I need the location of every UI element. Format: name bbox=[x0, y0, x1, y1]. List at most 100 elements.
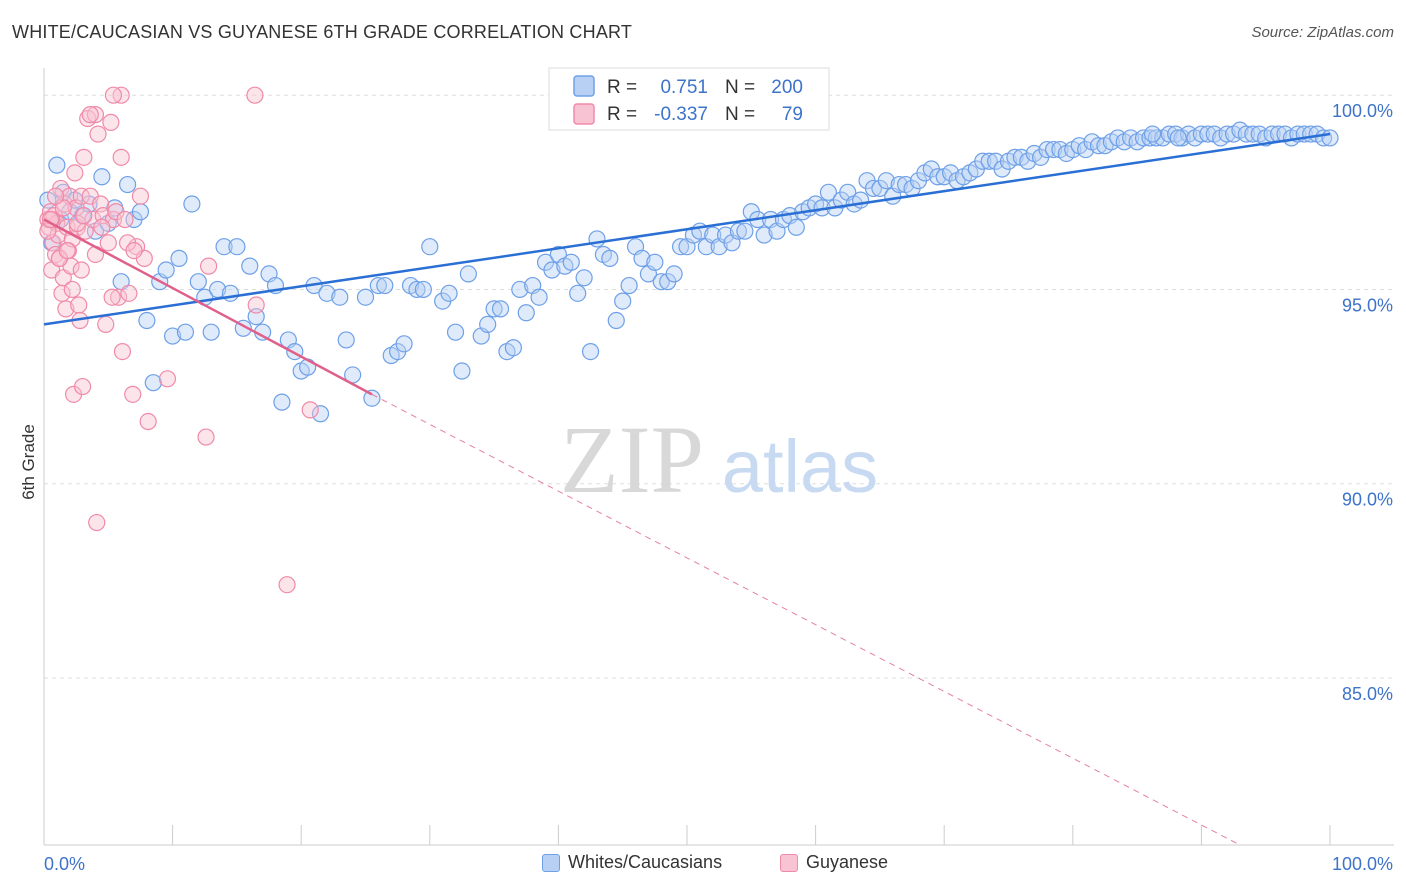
guyanese-point bbox=[125, 241, 143, 260]
whites-point bbox=[118, 175, 137, 194]
guyanese-point bbox=[112, 148, 130, 166]
guyanese-point bbox=[113, 343, 132, 361]
whites-point bbox=[1160, 125, 1178, 143]
guyanese-point bbox=[75, 207, 93, 225]
whites-point bbox=[652, 273, 670, 291]
whites-point bbox=[421, 238, 439, 256]
whites-point bbox=[363, 389, 381, 407]
whites-point bbox=[138, 311, 156, 330]
legend-box: R = 0.751 N = 200 R = -0.337 N = 79 bbox=[548, 67, 830, 131]
bottom-legend: Whites/Caucasians Guyanese bbox=[0, 852, 1406, 878]
axes bbox=[43, 68, 1394, 846]
whites-point bbox=[929, 168, 947, 186]
whites-point bbox=[440, 284, 458, 302]
whites-point bbox=[511, 280, 529, 299]
guyanese-point bbox=[197, 428, 215, 446]
whites-point bbox=[331, 288, 349, 306]
whites-point bbox=[1321, 129, 1339, 147]
watermark-atlas: atlas bbox=[722, 425, 878, 508]
whites-point bbox=[1218, 125, 1236, 143]
guyanese-point bbox=[89, 125, 107, 143]
whites-point bbox=[755, 226, 773, 244]
whites-point bbox=[974, 152, 992, 170]
legend-item-guyanese[interactable]: Guyanese bbox=[780, 852, 888, 873]
whites-point bbox=[356, 288, 375, 306]
series-guyanese-points bbox=[39, 86, 319, 594]
legend-item-whites[interactable]: Whites/Caucasians bbox=[542, 852, 722, 873]
whites-point bbox=[607, 311, 625, 330]
whites-point bbox=[209, 280, 227, 299]
guyanese-point bbox=[104, 86, 123, 104]
legend-swatch-blue bbox=[573, 75, 595, 97]
y-tick-labels: 85.0% 90.0% 95.0% 100.0% bbox=[1332, 101, 1393, 704]
whites-point bbox=[646, 253, 664, 271]
whites-point bbox=[671, 238, 690, 256]
guyanese-point bbox=[72, 187, 90, 205]
y-tick-label: 100.0% bbox=[1332, 101, 1393, 121]
whites-point bbox=[202, 323, 220, 341]
guyanese-point bbox=[70, 296, 88, 314]
whites-point bbox=[1038, 140, 1056, 159]
whites-point bbox=[318, 284, 336, 302]
whites-point bbox=[273, 393, 291, 411]
whites-point bbox=[1143, 125, 1162, 143]
guyanese-point bbox=[246, 86, 264, 104]
trend-line-guyanese bbox=[43, 218, 373, 396]
guyanese-point bbox=[301, 401, 319, 419]
guyanese-point bbox=[131, 187, 150, 205]
whites-point bbox=[176, 323, 195, 341]
guyanese-point bbox=[116, 210, 134, 229]
whites-point bbox=[1244, 125, 1262, 143]
whites-point bbox=[221, 284, 240, 302]
whites-point bbox=[414, 280, 432, 299]
guyanese-point bbox=[86, 106, 105, 124]
whites-point bbox=[729, 222, 748, 240]
legend-n-label-1: N = bbox=[725, 77, 755, 98]
source-label: Source: ZipAtlas.com bbox=[1251, 24, 1394, 41]
whites-point bbox=[1199, 125, 1217, 143]
whites-point bbox=[157, 261, 175, 279]
y-tick-label: 85.0% bbox=[1342, 684, 1393, 704]
watermark-zip: ZIP bbox=[560, 406, 704, 513]
whites-point bbox=[620, 276, 638, 295]
whites-point bbox=[48, 156, 66, 174]
grid-lines bbox=[44, 94, 1394, 679]
guyanese-point bbox=[109, 288, 128, 306]
whites-point bbox=[491, 300, 510, 318]
legend-n-value-2: 79 bbox=[782, 104, 803, 125]
whites-point bbox=[665, 265, 683, 283]
chart-title: WHITE/CAUCASIAN VS GUYANESE 6TH GRADE CO… bbox=[12, 22, 633, 42]
guyanese-point bbox=[63, 280, 81, 299]
whites-point bbox=[183, 195, 201, 213]
whites-point bbox=[459, 265, 477, 283]
whites-point bbox=[189, 273, 207, 291]
whites-point bbox=[530, 288, 548, 306]
whites-point bbox=[369, 276, 387, 295]
guyanese-point bbox=[58, 241, 76, 260]
trend-line-whites bbox=[43, 132, 1331, 326]
whites-point bbox=[485, 300, 503, 318]
whites-point bbox=[408, 280, 426, 299]
x-tick-label-max: 100.0% bbox=[1332, 854, 1393, 874]
whites-point bbox=[311, 405, 330, 423]
whites-point bbox=[614, 292, 632, 310]
whites-point bbox=[819, 183, 838, 201]
whites-point bbox=[247, 308, 265, 326]
whites-point bbox=[170, 249, 188, 267]
whites-point bbox=[581, 343, 600, 361]
guyanese-point bbox=[41, 210, 60, 229]
legend-swatch-pink bbox=[573, 103, 595, 125]
whites-point bbox=[299, 358, 317, 376]
whites-point bbox=[144, 374, 162, 392]
whites-point bbox=[1089, 137, 1108, 155]
whites-point bbox=[877, 172, 895, 190]
whites-point bbox=[376, 276, 394, 295]
legend-swatch-whites bbox=[542, 853, 560, 872]
whites-point bbox=[1134, 129, 1153, 147]
watermark: ZIP atlas bbox=[560, 406, 878, 513]
legend-n-value-1: 200 bbox=[771, 77, 803, 98]
whites-point bbox=[852, 191, 870, 209]
whites-point bbox=[736, 222, 754, 240]
guyanese-point bbox=[139, 412, 157, 431]
legend-label-guyanese: Guyanese bbox=[806, 852, 889, 872]
